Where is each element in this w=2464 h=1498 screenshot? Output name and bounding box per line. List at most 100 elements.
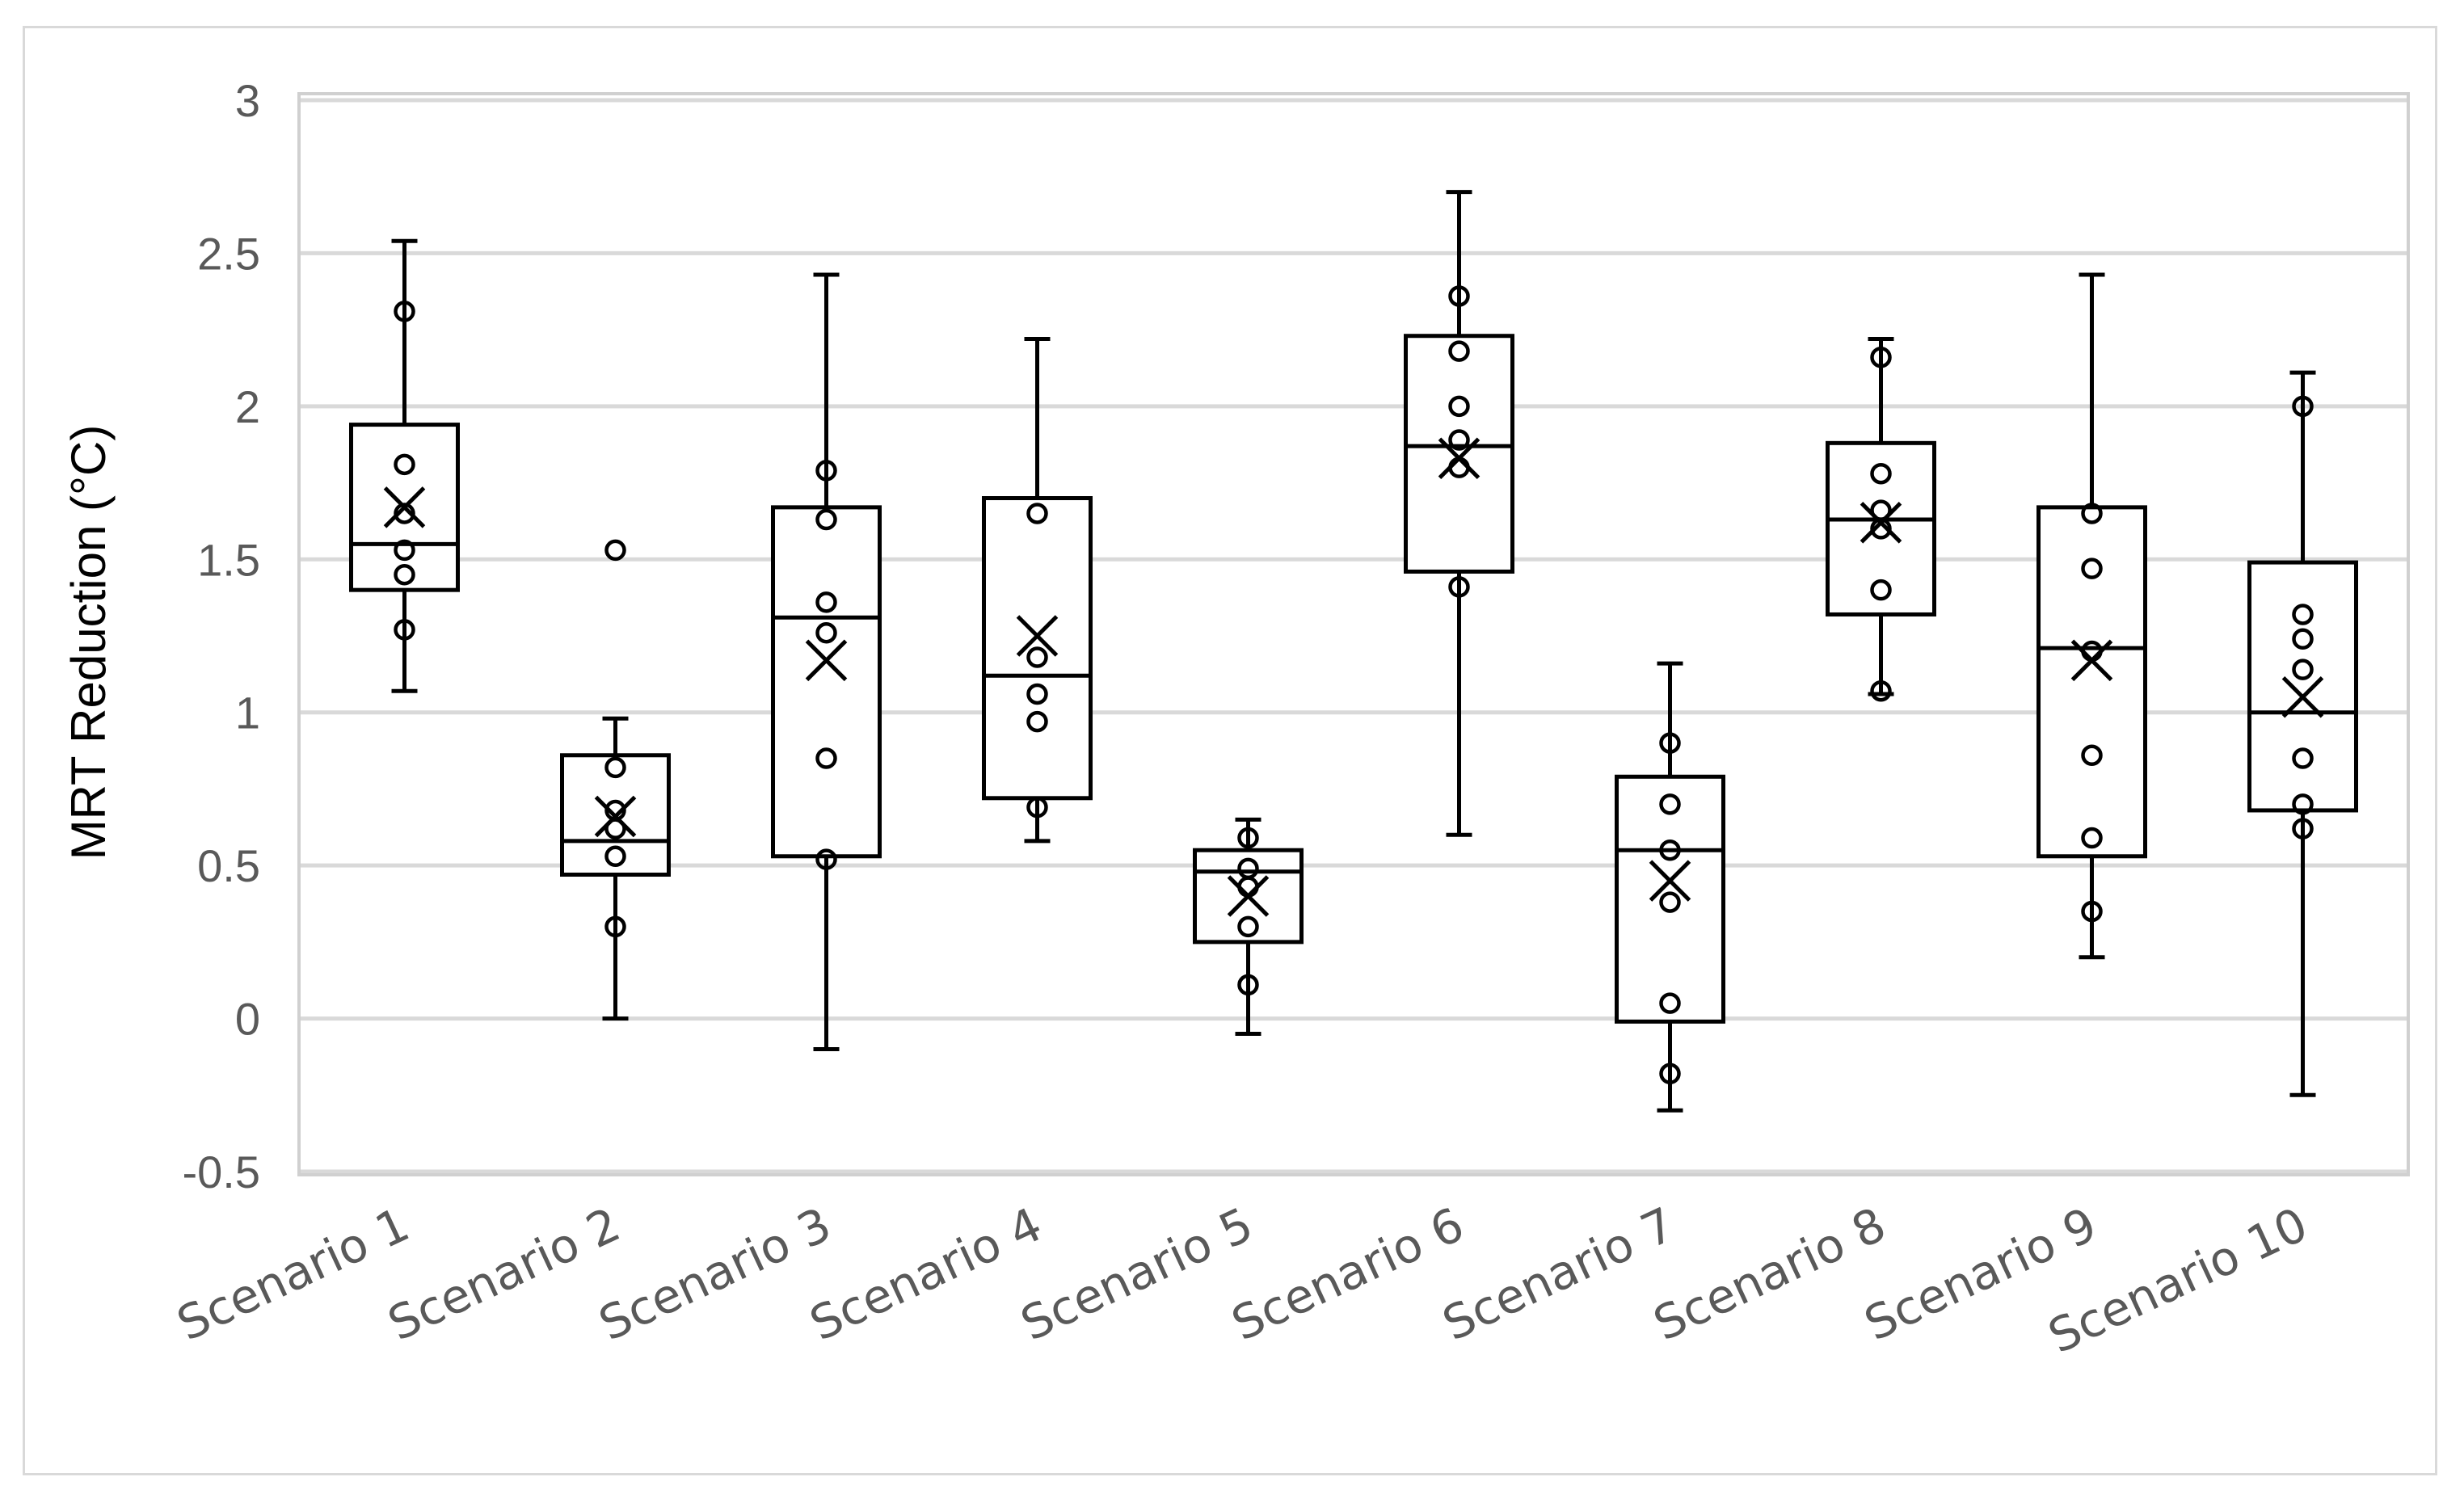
chart-frame	[23, 26, 2437, 1475]
data-point	[1237, 915, 1259, 938]
data-point	[1870, 346, 1892, 368]
data-point	[604, 845, 626, 868]
data-point	[2292, 659, 2314, 680]
data-point	[815, 747, 837, 769]
data-point	[2081, 827, 2103, 849]
box-group	[560, 539, 671, 1021]
data-point	[2081, 900, 2103, 923]
y-axis-tick-labels: 3 2.5 2 1.5 1 0.5 0 -0.5	[183, 75, 261, 1197]
data-point	[2292, 793, 2314, 815]
box-series	[349, 190, 2358, 1113]
data-point	[394, 563, 415, 586]
box-group	[2247, 370, 2358, 1097]
data-point	[394, 619, 415, 641]
plot-area-border	[297, 92, 2410, 1176]
data-point	[394, 453, 415, 476]
data-point	[1448, 429, 1470, 451]
data-point	[1026, 710, 1048, 733]
data-point	[1870, 579, 1892, 601]
box-group	[982, 337, 1093, 844]
y-axis-title: MRT Reduction (°C)	[61, 425, 116, 861]
data-point	[1448, 395, 1470, 418]
data-point	[815, 508, 837, 531]
mean-marker	[1227, 875, 1270, 917]
x-category-label: Scenario 6	[1224, 1197, 1472, 1352]
mean-marker	[2070, 639, 2113, 682]
y-tick-label: 0	[235, 994, 260, 1045]
mean-marker	[594, 795, 637, 838]
mean-marker	[1649, 860, 1691, 902]
y-tick-label: 2	[235, 381, 260, 432]
x-category-label: Scenario 3	[591, 1197, 839, 1352]
data-point	[1448, 340, 1470, 362]
box-group	[1615, 661, 1725, 1113]
box-iqr	[2247, 560, 2358, 813]
data-point	[604, 756, 626, 779]
data-point	[604, 539, 626, 562]
mean-marker	[383, 486, 426, 528]
data-point	[1659, 839, 1681, 861]
data-point	[394, 539, 415, 562]
x-category-label: Scenario 7	[1434, 1197, 1683, 1352]
box-iqr	[1826, 440, 1936, 616]
box-iqr	[1615, 774, 1725, 1024]
data-point	[1237, 974, 1259, 996]
data-point	[394, 301, 415, 322]
data-point	[815, 591, 837, 613]
data-point	[604, 818, 626, 839]
data-point	[2292, 604, 2314, 625]
data-point	[815, 460, 837, 482]
data-point	[2292, 747, 2314, 769]
y-tick-label: -0.5	[183, 1147, 261, 1197]
data-point	[2081, 744, 2103, 767]
mean-marker	[1438, 437, 1481, 480]
data-point	[1659, 992, 1681, 1014]
box-group	[771, 272, 882, 1051]
data-point	[2292, 628, 2314, 650]
data-point	[1448, 285, 1470, 307]
data-point	[1659, 891, 1681, 913]
data-point	[2292, 395, 2314, 418]
data-point	[2081, 503, 2103, 524]
x-category-label: Scenario 8	[1645, 1197, 1893, 1352]
box-iqr	[1404, 334, 1514, 574]
box-group	[2036, 272, 2147, 960]
data-point	[1026, 503, 1048, 524]
box-group	[349, 238, 460, 693]
data-point	[1237, 827, 1259, 849]
y-tick-label: 1	[235, 688, 260, 738]
data-point	[1026, 683, 1048, 705]
x-category-label: Scenario 5	[1013, 1197, 1261, 1352]
data-point	[1870, 680, 1892, 702]
mean-marker	[1860, 502, 1902, 544]
box-group	[1193, 817, 1304, 1037]
mean-marker	[1016, 615, 1059, 657]
data-point	[604, 915, 626, 938]
x-category-label: Scenario 2	[380, 1197, 628, 1352]
y-tick-label: 1.5	[197, 534, 260, 585]
data-point	[1448, 576, 1470, 598]
mean-marker	[805, 639, 848, 682]
y-tick-label: 0.5	[197, 840, 260, 891]
y-tick-label: 2.5	[197, 228, 260, 279]
x-category-label: Scenario 4	[802, 1197, 1050, 1352]
data-point	[1026, 796, 1048, 818]
box-group	[1826, 337, 1936, 702]
data-point	[1026, 646, 1048, 668]
data-point	[1659, 732, 1681, 754]
data-point	[2292, 818, 2314, 839]
data-point	[815, 621, 837, 644]
mean-marker	[2281, 676, 2324, 718]
x-category-label: Scenario 1	[169, 1197, 417, 1352]
data-point	[1659, 1062, 1681, 1085]
data-point	[815, 848, 837, 870]
y-tick-label: 3	[235, 75, 260, 126]
box-group	[1404, 190, 1514, 837]
data-point	[1870, 462, 1892, 485]
box-iqr	[2036, 505, 2147, 859]
box-iqr	[771, 505, 882, 859]
data-point	[2081, 558, 2103, 579]
data-point	[1659, 793, 1681, 815]
